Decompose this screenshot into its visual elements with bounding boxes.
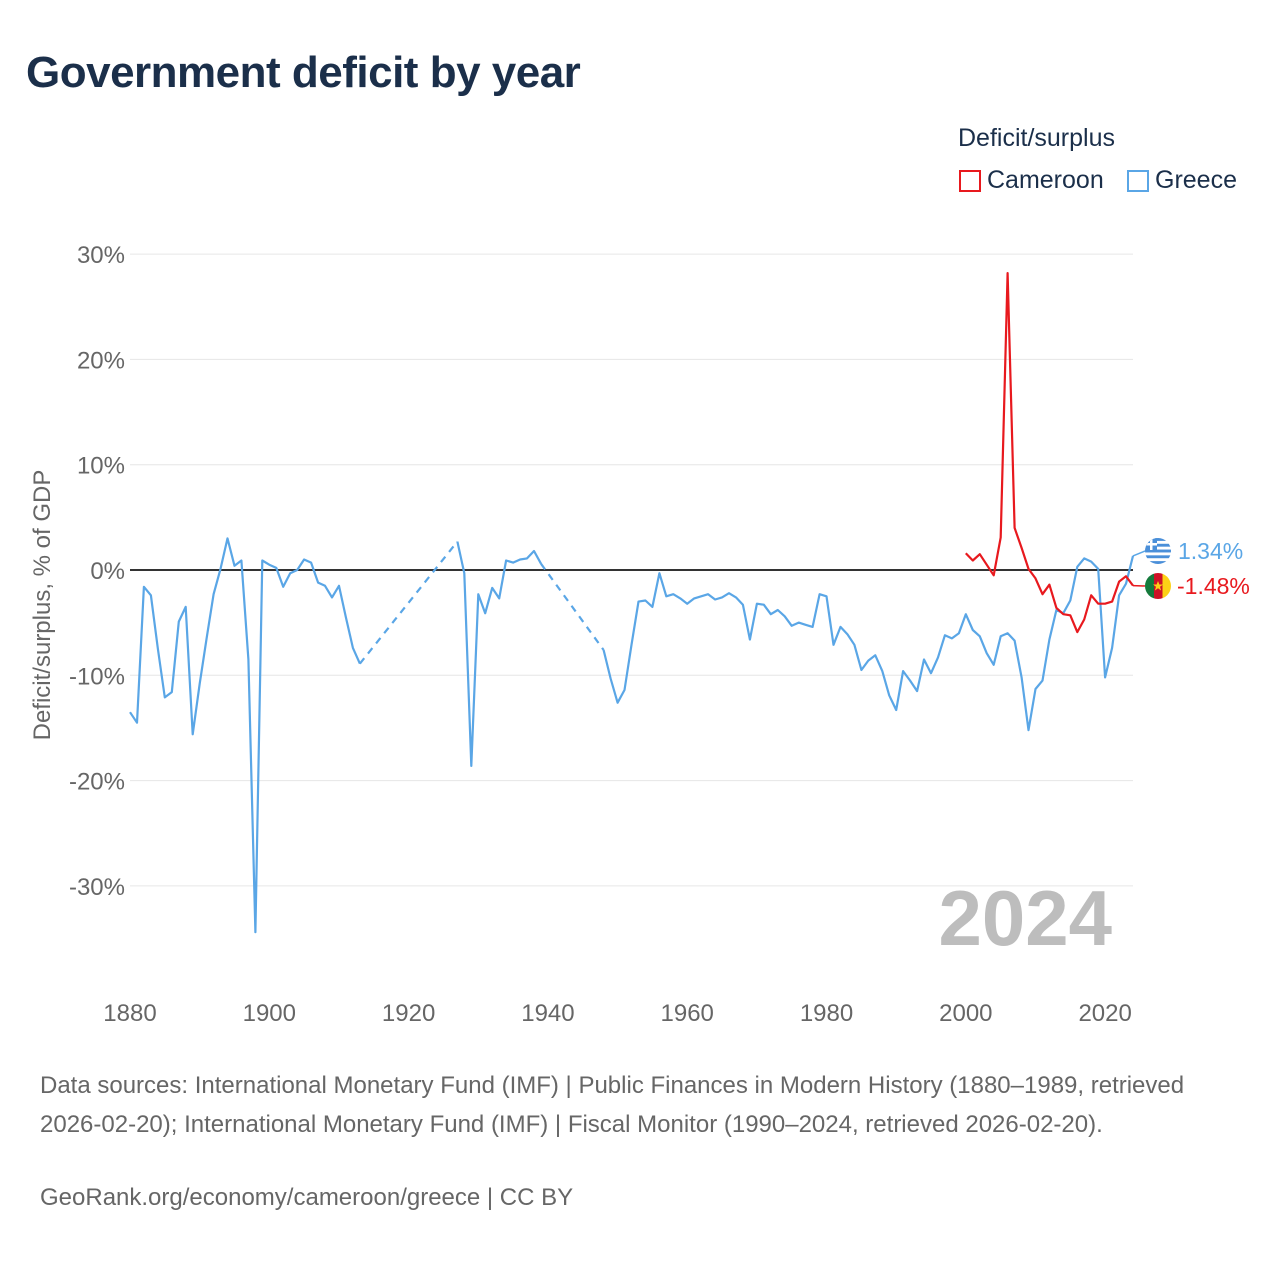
legend-item-greece[interactable]: Greece: [1127, 166, 1237, 195]
legend-label-cameroon: Cameroon: [987, 166, 1104, 194]
legend-title: Deficit/surplus: [958, 124, 1115, 152]
x-tick-label: 1900: [243, 1000, 296, 1027]
greece-end-label: 1.34%: [1178, 538, 1243, 564]
series-line-cameroon: [965, 272, 1134, 634]
legend-item-cameroon[interactable]: Cameroon: [959, 166, 1104, 195]
credit-link[interactable]: GeoRank.org/economy/cameroon/greece | CC…: [40, 1184, 574, 1211]
line-chart: 30% 20% 10% 0% -10% -20% -30% 1880 1900 1920 1940 1…: [29, 242, 1250, 1027]
y-tick-label: -30%: [69, 874, 125, 901]
x-tick-label: 2000: [939, 1000, 992, 1027]
y-tick-label: 20%: [77, 347, 125, 374]
y-tick-label: 0%: [90, 558, 125, 585]
x-tick-label: 1960: [661, 1000, 714, 1027]
x-tick-label: 2020: [1078, 1000, 1131, 1027]
series-line-greece: [129, 537, 361, 934]
y-axis-title: Deficit/surplus, % of GDP: [29, 470, 56, 741]
x-tick-label: 1880: [103, 1000, 156, 1027]
y-tick-label: -10%: [69, 663, 125, 690]
end-labels: 1.34% -1.48%: [1132, 538, 1250, 599]
y-tick-label: 30%: [77, 242, 125, 269]
cameroon-end-label: -1.48%: [1177, 573, 1250, 599]
series-line-greece: [602, 555, 1135, 732]
axis-labels: 30% 20% 10% 0% -10% -20% -30% 1880 1900 1920 1940 1…: [29, 242, 1132, 1027]
legend-label-greece: Greece: [1155, 166, 1237, 194]
page-title: Government deficit by year: [26, 48, 581, 97]
data-sources: Data sources: International Monetary Fun…: [40, 1072, 1185, 1138]
year-watermark: 2024: [938, 874, 1112, 962]
x-tick-label: 1980: [800, 1000, 853, 1027]
series-gap-greece: [358, 540, 459, 665]
grid-lines: [130, 253, 1133, 887]
greece-label-connector: [1132, 550, 1146, 557]
greece-flag-icon: [1145, 538, 1171, 564]
y-tick-label: -20%: [69, 769, 125, 796]
series-gap-greece: [540, 563, 605, 651]
x-tick-label: 1920: [382, 1000, 435, 1027]
legend-swatch-greece: [1127, 169, 1149, 192]
cameroon-flag-icon: [1145, 573, 1171, 599]
x-tick-label: 1940: [521, 1000, 574, 1027]
y-tick-label: 10%: [77, 453, 125, 480]
series-line-greece: [456, 541, 542, 767]
legend-swatch-cameroon: [959, 169, 981, 192]
series-lines: [129, 272, 1135, 934]
